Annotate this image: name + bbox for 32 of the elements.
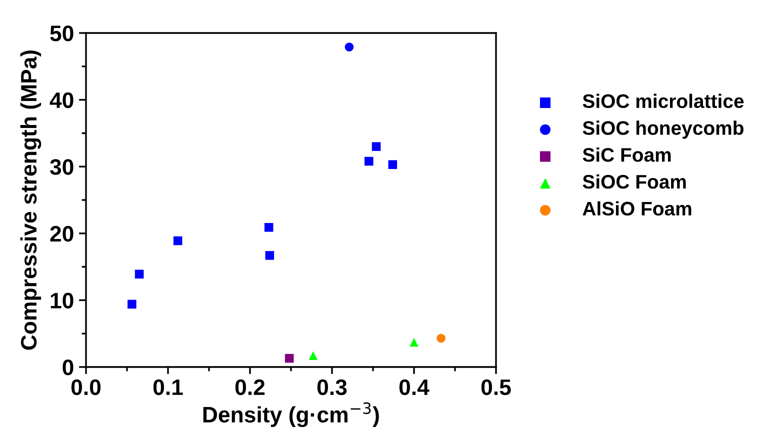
point (128, 300, 136, 309)
point (344, 42, 354, 52)
point (265, 251, 274, 260)
x-tick-label: 0.3 (317, 379, 347, 396)
point (264, 222, 274, 232)
legend-label: SiOC honeycomb (582, 120, 744, 139)
legend-label: SiC Foam (582, 148, 671, 162)
point (364, 156, 374, 166)
legend-label: SiOC Foam (582, 174, 686, 189)
y-tick-label: 0 (62, 360, 74, 376)
point (410, 338, 418, 347)
y-tick-label: 40 (50, 92, 74, 108)
point (284, 354, 294, 363)
point (388, 160, 398, 169)
point (134, 270, 144, 279)
y-axis-title: Compressive strength (MPa) (20, 50, 42, 350)
y-tick-label: 50 (50, 26, 74, 42)
y-tick-label: 30 (50, 159, 74, 175)
x-axis-title: Density (g·cm$^{−3}$) (203, 402, 379, 428)
point (436, 334, 446, 343)
y-tick-label: 20 (50, 226, 74, 242)
x-tick-label: 0.1 (153, 379, 183, 396)
x-tick-label: 0.2 (235, 379, 265, 396)
x-tick-label: 0.0 (71, 379, 101, 396)
legend-label: AlSiO Foam (582, 201, 692, 216)
legend-label: SiOC microlattice (582, 94, 744, 108)
point (173, 236, 182, 246)
point (308, 351, 318, 360)
x-tick-label: 0.4 (399, 379, 430, 396)
x-tick-label: 0.5 (481, 379, 511, 396)
y-tick-label: 10 (50, 292, 74, 308)
point (372, 142, 381, 151)
